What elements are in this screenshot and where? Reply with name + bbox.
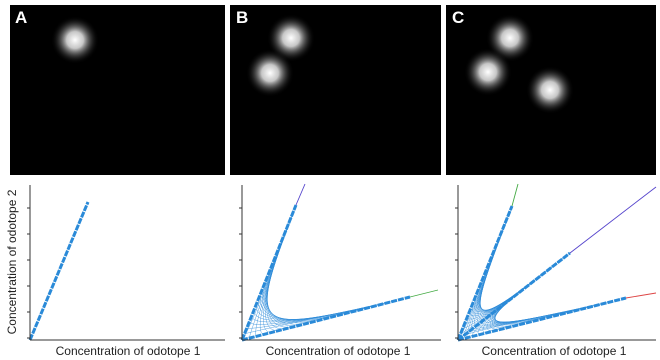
extension-line (570, 187, 656, 253)
x-axis-label: Concentration of odotope 1 (266, 344, 411, 358)
x-axis-label: Concentration of odotope 1 (482, 344, 627, 358)
fan-mesh (252, 307, 373, 322)
plots (27, 184, 656, 340)
odor-blob (51, 16, 99, 64)
extension-line (296, 184, 305, 205)
panel-label: B (236, 8, 248, 27)
extension-line (512, 184, 518, 206)
odor-blob (526, 66, 574, 114)
image-panel (10, 5, 225, 175)
ray (30, 202, 88, 340)
fan-mesh (265, 273, 322, 322)
y-axis-label: Concentration of odotope 2 (5, 189, 19, 334)
extension-line (626, 293, 656, 298)
odor-blob (464, 48, 512, 96)
extension-line (410, 290, 438, 297)
panel-label: A (15, 8, 27, 27)
panel-label: C (452, 8, 464, 27)
odor-blob (246, 49, 294, 97)
figure: A B C Concentration of odotope 1 Concent… (0, 0, 660, 360)
x-axis-label: Concentration of odotope 1 (56, 344, 201, 358)
